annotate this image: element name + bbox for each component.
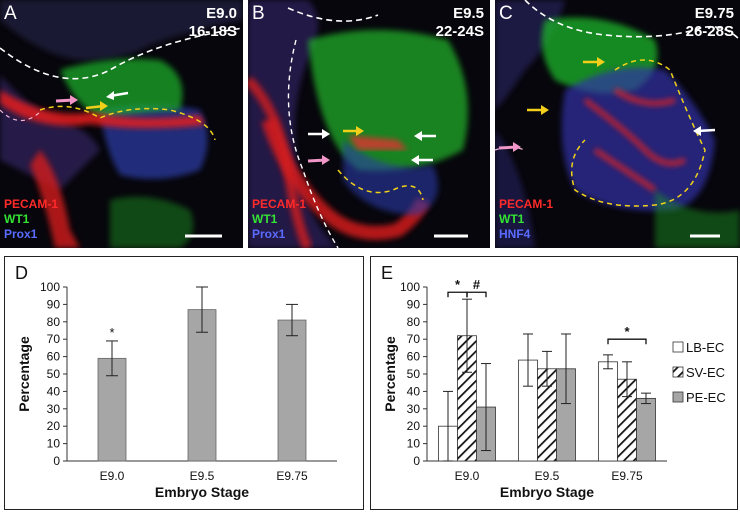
x-tick-label: E9.0 — [100, 469, 125, 483]
legend-swatch — [672, 391, 684, 403]
stage-label: E9.5 22-24S — [436, 5, 484, 41]
micrograph-b-image — [248, 0, 490, 248]
micrograph-panel-c: C E9.75 26-28S PECAM-1 WT1 HNF4 — [495, 0, 740, 248]
significance-marker: * — [109, 325, 114, 340]
legend-swatch — [672, 341, 684, 353]
x-tick-label: E9.5 — [190, 469, 215, 483]
y-tick-label: 60 — [407, 350, 421, 364]
x-tick-label: E9.75 — [611, 469, 643, 483]
y-tick-label: 70 — [407, 332, 421, 346]
y-tick-label: 30 — [407, 402, 421, 416]
legend-marker-2: WT1 — [252, 212, 278, 226]
y-tick-label: 60 — [47, 350, 61, 364]
panel-letter: B — [252, 3, 265, 24]
stain-legend: PECAM-1 WT1 Prox1 — [4, 197, 58, 242]
legend-label: PE-EC — [686, 390, 726, 405]
y-tick-label: 40 — [407, 384, 421, 398]
legend-swatch — [672, 366, 684, 378]
bar — [636, 397, 656, 462]
legend-label: LB-EC — [686, 340, 724, 355]
arrow-pink-icon — [55, 95, 78, 105]
bar — [187, 309, 217, 462]
y-tick-label: 50 — [47, 367, 61, 381]
arrow-white-icon — [308, 129, 330, 139]
chart-d-plot: 0 10 20 30 40 50 60 70 80 90 100 E9.0 E9.5 E9.75 Embry… — [16, 280, 337, 500]
bar — [598, 361, 618, 462]
stage-somites: 16-18S — [188, 23, 237, 40]
chart-panel-e: E 0 10 20 30 40 50 60 70 80 90 100 E9.0 E9.5 E9.75 Emb… — [370, 256, 738, 510]
legend-marker-3: Prox1 — [4, 227, 38, 241]
stain-legend: PECAM-1 WT1 HNF4 — [499, 197, 553, 242]
y-tick-label: 90 — [407, 297, 421, 311]
y-tick-label: 50 — [407, 367, 421, 381]
legend-marker-1: PECAM-1 — [4, 197, 59, 211]
chart-e-plot: 0 10 20 30 40 50 60 70 80 90 100 E9.0 E9.5 E9.75 Embry… — [382, 277, 726, 500]
significance-bracket — [447, 291, 468, 298]
legend-marker-2: WT1 — [499, 212, 525, 226]
stage-somites: 26-28S — [685, 23, 734, 40]
stage-label: E9.0 16-18S — [189, 5, 237, 41]
y-tick-label: 0 — [53, 454, 60, 468]
micrograph-panel-a: A E9.0 16-18S PECAM-1 WT1 Prox1 — [0, 0, 243, 248]
significance-marker: * — [455, 277, 461, 292]
panel-letter: C — [499, 3, 513, 24]
stage-label: E9.75 26-28S — [686, 5, 734, 41]
y-axis-label: Percentage — [16, 336, 32, 412]
arrow-yellow-icon — [85, 101, 108, 111]
bar — [277, 319, 307, 462]
panel-letter: D — [15, 263, 28, 283]
micrograph-panel-b: B E9.5 22-24S PECAM-1 WT1 Prox1 — [248, 0, 490, 248]
legend-label: SV-EC — [686, 365, 725, 380]
stage-age: E9.0 — [206, 5, 237, 22]
significance-bracket — [466, 291, 487, 298]
x-tick-label: E9.0 — [455, 469, 480, 483]
y-tick-label: 10 — [47, 437, 61, 451]
legend-marker-3: Prox1 — [252, 227, 286, 241]
y-tick-label: 90 — [47, 297, 61, 311]
chart-panel-d: D 0 10 20 30 40 50 60 70 80 90 100 E9.0 E9.5 E9.75 Emb… — [4, 256, 364, 510]
y-axis-label: Percentage — [382, 336, 398, 412]
arrow-white-icon — [693, 126, 716, 136]
y-tick-label: 30 — [47, 402, 61, 416]
legend-marker-1: PECAM-1 — [499, 197, 554, 211]
significance-bracket — [607, 338, 647, 345]
stage-age: E9.5 — [453, 5, 484, 22]
x-tick-label: E9.5 — [535, 469, 560, 483]
arrow-pink-icon — [498, 142, 521, 152]
y-tick-label: 20 — [47, 419, 61, 433]
arrow-yellow-icon — [527, 105, 549, 115]
y-tick-label: 10 — [407, 437, 421, 451]
y-tick-label: 0 — [413, 454, 420, 468]
panel-letter: E — [381, 263, 394, 283]
micrograph-c-image — [495, 0, 740, 248]
y-tick-label: 80 — [47, 315, 61, 329]
arrow-white-icon — [411, 155, 433, 165]
y-tick-label: 20 — [407, 419, 421, 433]
arrow-yellow-icon — [583, 57, 605, 67]
stain-legend: PECAM-1 WT1 Prox1 — [252, 197, 306, 242]
stage-somites: 22-24S — [435, 23, 484, 40]
micrograph-a-image — [0, 0, 243, 248]
legend-marker-3: HNF4 — [499, 227, 531, 241]
significance-marker: # — [473, 277, 481, 292]
y-tick-label: 40 — [47, 384, 61, 398]
panel-letter: A — [4, 3, 17, 24]
stage-age: E9.75 — [694, 5, 734, 22]
y-tick-label: 70 — [47, 332, 61, 346]
arrow-pink-icon — [307, 155, 330, 165]
x-axis-label: Embryo Stage — [500, 484, 594, 500]
arrow-white-icon — [414, 131, 436, 141]
y-tick-label: 100 — [40, 280, 60, 294]
x-tick-label: E9.75 — [276, 469, 308, 483]
x-axis-label: Embryo Stage — [155, 484, 249, 500]
y-tick-label: 80 — [407, 315, 421, 329]
arrow-yellow-icon — [343, 126, 364, 136]
legend-marker-1: PECAM-1 — [252, 197, 307, 211]
significance-marker: * — [624, 324, 630, 339]
legend-marker-2: WT1 — [4, 212, 30, 226]
y-tick-label: 100 — [400, 280, 420, 294]
arrow-white-icon — [106, 91, 129, 100]
